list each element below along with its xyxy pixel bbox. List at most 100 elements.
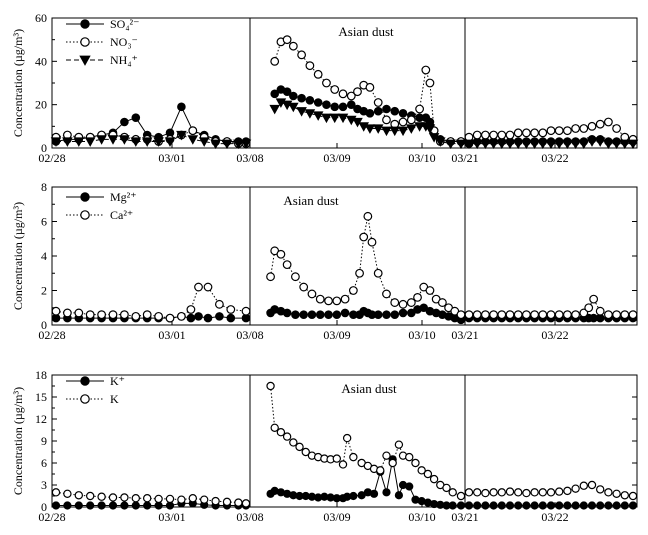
data-point (563, 486, 572, 496)
data-point (537, 139, 549, 150)
data-point (571, 501, 580, 510)
data-point (270, 89, 280, 99)
data-point (480, 139, 491, 150)
data-point (570, 139, 581, 150)
data-point (563, 310, 572, 320)
data-point (338, 460, 348, 469)
data-point (321, 113, 332, 124)
data-point (604, 117, 613, 127)
data-point (50, 137, 62, 147)
data-point (514, 488, 523, 497)
data-point (437, 298, 447, 307)
asian-dust-annotation: Asian dust (283, 193, 339, 208)
data-point (505, 130, 515, 140)
data-point (604, 501, 613, 510)
plot-frame (51, 186, 638, 326)
data-point (546, 126, 556, 136)
data-point (521, 139, 532, 150)
data-point (369, 489, 379, 498)
data-point (188, 494, 197, 503)
data-point (398, 117, 408, 127)
data-point (154, 311, 164, 321)
data-point (203, 282, 213, 292)
data-point (464, 310, 474, 320)
data-point (51, 488, 61, 497)
data-point (188, 126, 198, 136)
data-point (471, 139, 483, 150)
x-tick-label: 03/10 (408, 151, 435, 165)
data-point (131, 494, 140, 503)
data-point (512, 139, 524, 150)
data-point (266, 272, 275, 282)
x-tick-label: 02/28 (38, 151, 65, 165)
y-tick-label: 60 (35, 11, 47, 25)
data-point (296, 107, 307, 117)
data-point (554, 126, 564, 136)
data-point (305, 96, 315, 105)
data-point (595, 119, 605, 129)
data-point (332, 310, 342, 319)
data-point (390, 106, 400, 116)
data-point (497, 488, 506, 497)
data-point (620, 310, 630, 320)
data-point (85, 491, 95, 501)
data-point (571, 310, 580, 320)
data-point (579, 481, 589, 490)
data-point (63, 308, 72, 318)
data-point (353, 87, 362, 97)
data-point (295, 442, 304, 452)
data-point (411, 458, 420, 468)
y-tick-label: 12 (35, 412, 47, 426)
data-point (297, 93, 306, 103)
data-point (603, 139, 614, 150)
data-point (382, 289, 391, 299)
data-point (538, 488, 548, 497)
data-point (481, 310, 490, 320)
data-point (530, 501, 539, 510)
x-tick-label: 03/10 (408, 510, 435, 524)
data-point (97, 501, 106, 510)
asian-dust-annotation: Asian dust (338, 24, 394, 39)
data-point (299, 310, 308, 319)
data-point (472, 310, 482, 320)
data-point (612, 124, 621, 133)
x-tick-label: 02/28 (38, 510, 65, 524)
data-point (63, 489, 72, 498)
data-point (382, 451, 391, 460)
data-point (398, 299, 408, 309)
data-point (359, 232, 369, 242)
data-point (382, 104, 391, 114)
data-point (628, 310, 638, 320)
data-point (579, 308, 589, 318)
data-point (299, 282, 309, 292)
data-point (627, 139, 639, 150)
data-point (455, 139, 467, 150)
data-point (186, 313, 196, 323)
data-point (349, 452, 358, 462)
panel-top: 0 20 40 60 02/28 03/01 03/08 03/09 03/10 03/21 03/… (11, 11, 639, 165)
data-point (513, 128, 523, 138)
data-point (505, 501, 515, 510)
y-tick-label: 8 (41, 180, 47, 194)
data-point (587, 121, 597, 131)
data-point (488, 139, 499, 150)
data-point (489, 310, 499, 320)
x-tick-label: 03/22 (541, 510, 568, 524)
data-point (497, 310, 507, 320)
data-point (226, 313, 236, 323)
data-point (131, 311, 141, 321)
data-point (481, 130, 490, 140)
data-point (464, 488, 474, 497)
data-point (546, 310, 556, 320)
data-point (307, 310, 317, 319)
data-point (215, 312, 224, 321)
data-point (176, 130, 187, 141)
data-point (108, 501, 118, 510)
data-point (282, 87, 292, 96)
data-point (425, 78, 435, 88)
x-tick-label: 03/01 (158, 510, 185, 524)
data-point (131, 501, 140, 510)
data-point (330, 102, 340, 112)
data-point (555, 501, 564, 510)
data-point (282, 35, 292, 45)
